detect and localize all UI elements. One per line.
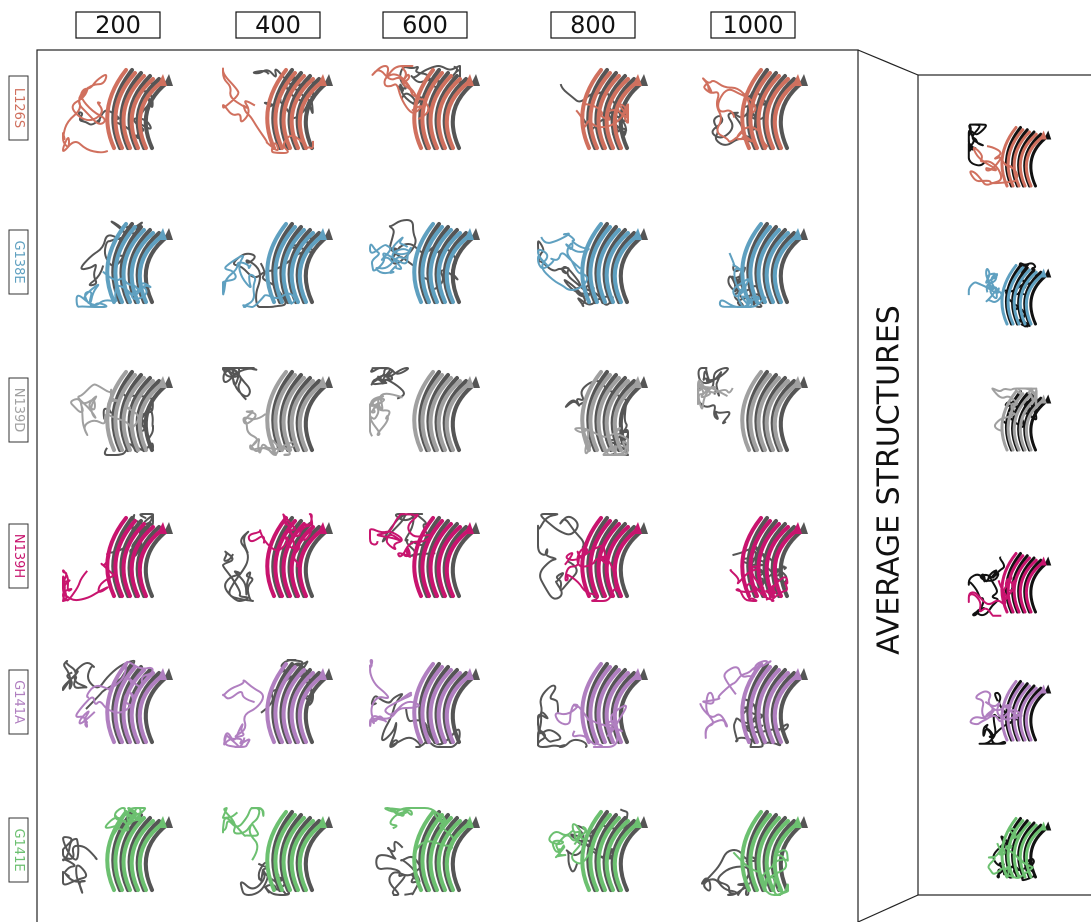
structure	[971, 682, 1052, 744]
column-label: 1000	[722, 11, 783, 39]
row-label: N139D	[11, 388, 26, 433]
structure	[223, 514, 333, 601]
connector	[858, 50, 918, 75]
structure	[63, 514, 173, 601]
loop	[969, 557, 1004, 615]
structure	[969, 554, 1051, 616]
column-label: 800	[570, 11, 616, 39]
figure: AVERAGE STRUCTURES 200 400 600 800 1000 L126S…	[0, 0, 1091, 922]
structure	[538, 514, 648, 601]
structure	[370, 220, 480, 302]
row-label: N139H	[11, 534, 26, 578]
structure	[71, 372, 173, 455]
structure	[538, 664, 648, 747]
loop	[370, 394, 403, 437]
structure	[223, 660, 333, 747]
loop	[223, 532, 253, 601]
structure	[698, 368, 808, 450]
structure	[989, 819, 1052, 881]
structure	[223, 808, 333, 895]
structure	[223, 368, 333, 455]
structure	[731, 518, 808, 601]
structure	[703, 70, 808, 148]
structure	[63, 808, 173, 893]
structure	[77, 222, 173, 307]
loop	[63, 837, 97, 893]
structure	[702, 812, 808, 895]
structure	[223, 224, 333, 307]
column-label: 600	[402, 11, 448, 39]
loop	[223, 808, 264, 860]
column-label: 400	[255, 11, 301, 39]
structure	[63, 661, 173, 742]
row-label: G141E	[11, 828, 26, 871]
structure	[376, 808, 480, 895]
side-label: AVERAGE STRUCTURES	[872, 305, 907, 655]
row-label: G138E	[11, 240, 26, 283]
row-label: G141A	[11, 680, 26, 724]
loop	[223, 680, 263, 747]
structure	[372, 66, 480, 148]
structure	[223, 68, 333, 153]
loop	[969, 269, 1002, 302]
loop	[538, 686, 587, 747]
structure	[566, 372, 648, 455]
loop	[223, 368, 256, 400]
structure	[992, 389, 1051, 451]
loop	[538, 514, 584, 599]
average-panel	[918, 75, 1091, 895]
column-label: 200	[95, 11, 141, 39]
structure	[538, 224, 648, 306]
structure	[549, 809, 648, 890]
structure	[370, 660, 480, 747]
structure	[370, 368, 480, 450]
loop	[370, 660, 419, 726]
row-label: L126S	[11, 88, 26, 128]
structure	[969, 263, 1051, 326]
structure	[969, 125, 1051, 187]
loop	[63, 75, 107, 152]
structure	[561, 70, 648, 148]
main-panel	[37, 50, 858, 922]
structure	[370, 514, 480, 596]
loop	[969, 125, 986, 166]
structure	[63, 70, 173, 152]
structure	[700, 661, 808, 747]
structure	[720, 224, 808, 307]
connector	[858, 895, 918, 922]
